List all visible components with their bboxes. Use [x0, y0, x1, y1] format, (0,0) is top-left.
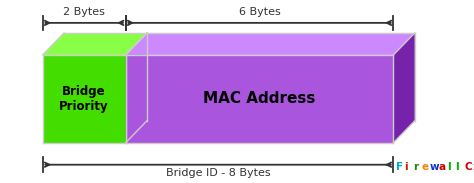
Text: C: C [464, 162, 472, 171]
Text: i: i [404, 162, 408, 171]
Text: Bridge ID - 8 Bytes: Bridge ID - 8 Bytes [166, 168, 270, 178]
Text: r: r [413, 162, 418, 171]
Text: w: w [430, 162, 439, 171]
Text: x: x [473, 162, 474, 171]
Polygon shape [126, 33, 147, 143]
Polygon shape [43, 55, 126, 143]
Polygon shape [126, 33, 415, 55]
Text: e: e [421, 162, 428, 171]
Text: MAC Address: MAC Address [203, 91, 316, 106]
Text: Bridge
Priority: Bridge Priority [59, 85, 109, 113]
Text: 2 Bytes: 2 Bytes [63, 7, 105, 17]
Text: l: l [456, 162, 459, 171]
Polygon shape [43, 33, 147, 55]
Text: a: a [438, 162, 446, 171]
Text: F: F [396, 162, 403, 171]
Polygon shape [393, 33, 415, 143]
Polygon shape [126, 55, 393, 143]
Text: 6 Bytes: 6 Bytes [238, 7, 281, 17]
Text: l: l [447, 162, 451, 171]
